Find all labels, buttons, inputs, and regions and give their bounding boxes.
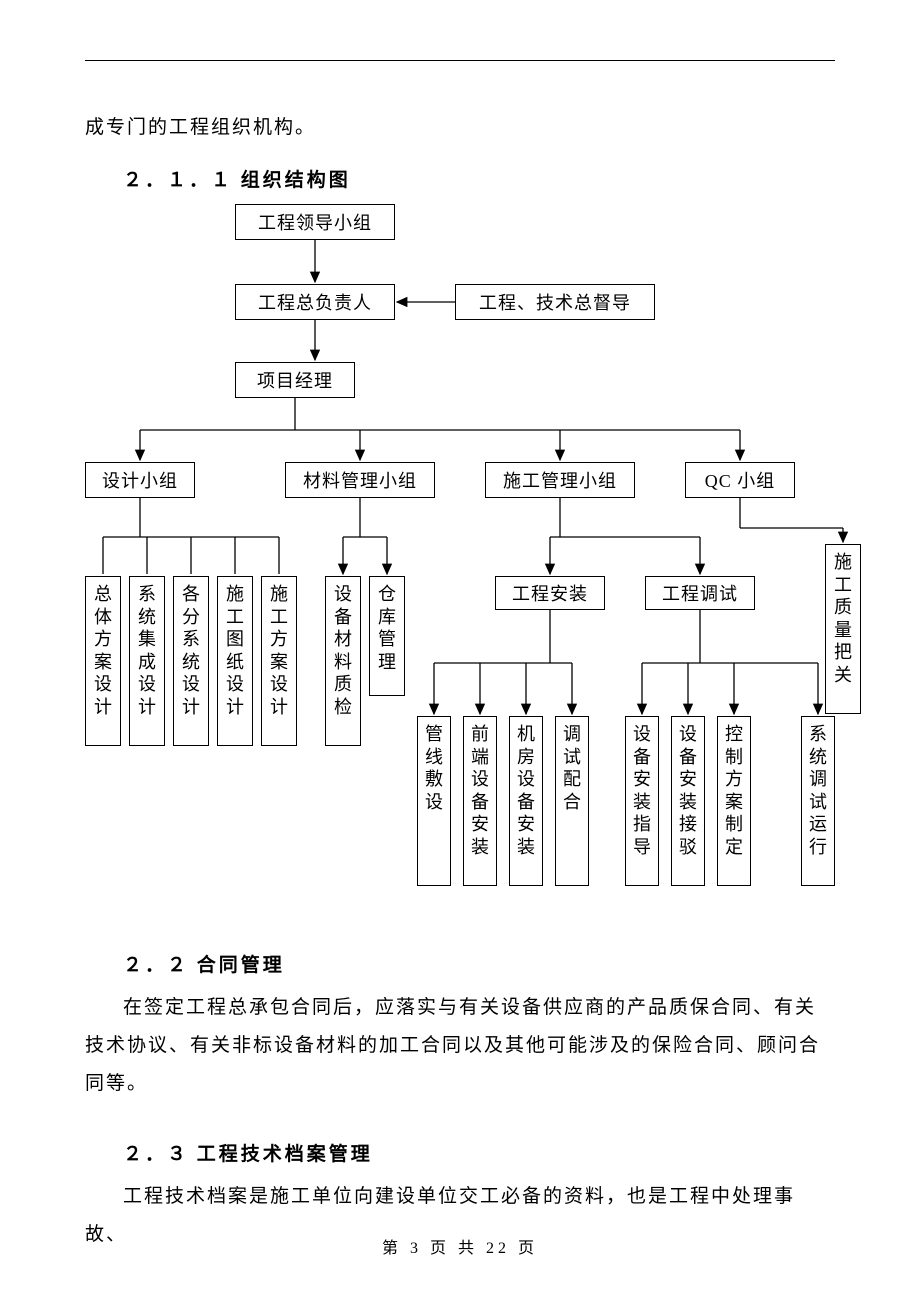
chart-node-c2: 设备安装接驳: [671, 716, 705, 886]
chart-node-c3: 控制方案制定: [717, 716, 751, 886]
chart-node-m1: 设备材料质检: [325, 576, 361, 746]
chart-node-n7: 施工管理小组: [485, 462, 635, 498]
chart-node-d3: 各分系统设计: [173, 576, 209, 746]
chart-node-c4: 系统调试运行: [801, 716, 835, 886]
chart-node-b3: 机房设备安装: [509, 716, 543, 886]
chart-node-s1: 工程安装: [495, 576, 605, 610]
intro-line: 成专门的工程组织机构。: [85, 109, 835, 147]
chart-node-b4: 调试配合: [555, 716, 589, 886]
page-footer: 第 3 页 共 22 页: [0, 1234, 920, 1258]
chart-node-b2: 前端设备安装: [463, 716, 497, 886]
chart-node-c1: 设备安装指导: [625, 716, 659, 886]
heading-2-2: ２．２ 合同管理: [85, 950, 835, 977]
page: 成专门的工程组织机构。 ２．１．１ 组织结构图 工程领导小组工程总负责人 工程、技…: [0, 0, 920, 1302]
chart-node-n5: 设计小组: [85, 462, 195, 498]
chart-node-d1: 总体方案设计: [85, 576, 121, 746]
chart-node-m2: 仓库管理: [369, 576, 405, 696]
chart-node-n3: 工程、技术总督导: [455, 284, 655, 320]
heading-2-3: ２．３ 工程技术档案管理: [85, 1139, 835, 1166]
header-rule: [85, 60, 835, 61]
chart-node-n2: 工程总负责人: [235, 284, 395, 320]
chart-node-d5: 施工方案设计: [261, 576, 297, 746]
chart-node-q1: 施工质量把关: [825, 544, 861, 714]
chart-node-d2: 系统集成设计: [129, 576, 165, 746]
chart-node-n6: 材料管理小组: [285, 462, 435, 498]
heading-2-1-1: ２．１．１ 组织结构图: [85, 165, 835, 192]
chart-node-d4: 施工图纸设计: [217, 576, 253, 746]
chart-node-n4: 项目经理: [235, 362, 355, 398]
chart-node-n1: 工程领导小组: [235, 204, 395, 240]
chart-node-n8: QC 小组: [685, 462, 795, 498]
chart-node-b1: 管线敷设: [417, 716, 451, 886]
chart-node-s2: 工程调试: [645, 576, 755, 610]
org-chart: 工程领导小组工程总负责人 工程、技术总督导项目经理设计小组 材料管理小组 施工管理小组…: [85, 204, 865, 914]
para-2-2: 在签定工程总承包合同后，应落实与有关设备供应商的产品质保合同、有关技术协议、有关…: [85, 989, 835, 1103]
